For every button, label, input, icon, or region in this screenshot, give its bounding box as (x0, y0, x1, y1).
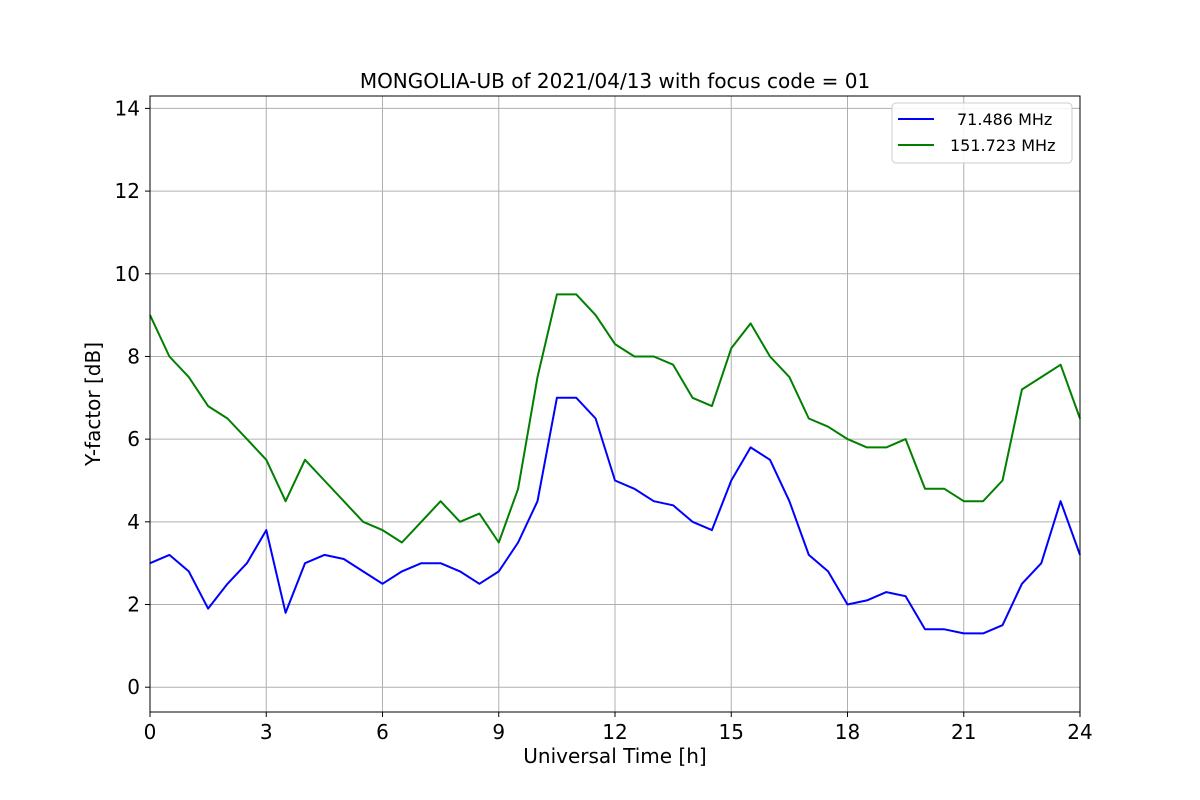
x-tick-label: 6 (376, 720, 389, 744)
legend-label-71mhz: 71.486 MHz (957, 110, 1052, 129)
series-line-0 (149, 396, 1081, 635)
y-tick-label: 12 (115, 179, 140, 203)
x-tick-label: 12 (602, 720, 627, 744)
legend-label-151mhz: 151.723 MHz (950, 136, 1055, 155)
chart-title: MONGOLIA-UB of 2021/04/13 with focus cod… (360, 69, 870, 93)
y-axis-label: Y-factor [dB] (81, 342, 105, 467)
x-tick-label: 18 (835, 720, 860, 744)
x-axis-label: Universal Time [h] (523, 744, 706, 768)
y-tick-label: 0 (127, 675, 140, 699)
series-line-1 (149, 293, 1081, 544)
legend-box (891, 102, 1073, 164)
x-tick-label: 9 (492, 720, 505, 744)
x-tick-label: 3 (260, 720, 273, 744)
y-tick-label: 2 (127, 593, 140, 617)
y-tick-label: 14 (115, 96, 140, 120)
y-tick-label: 4 (127, 510, 140, 534)
x-tick-label: 21 (951, 720, 976, 744)
x-tick-label: 0 (144, 720, 157, 744)
x-tick-label: 15 (719, 720, 744, 744)
series-layer (149, 293, 1081, 635)
y-tick-label: 6 (127, 427, 140, 451)
y-tick-label: 10 (115, 262, 140, 286)
y-tick-label: 8 (127, 344, 140, 368)
x-tick-label: 24 (1067, 720, 1092, 744)
legend: 71.486 MHz 151.723 MHz (891, 102, 1073, 164)
